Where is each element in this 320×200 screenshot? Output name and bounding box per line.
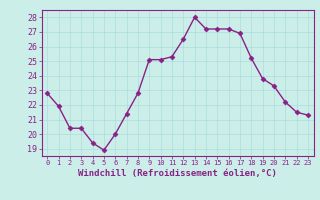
X-axis label: Windchill (Refroidissement éolien,°C): Windchill (Refroidissement éolien,°C) — [78, 169, 277, 178]
